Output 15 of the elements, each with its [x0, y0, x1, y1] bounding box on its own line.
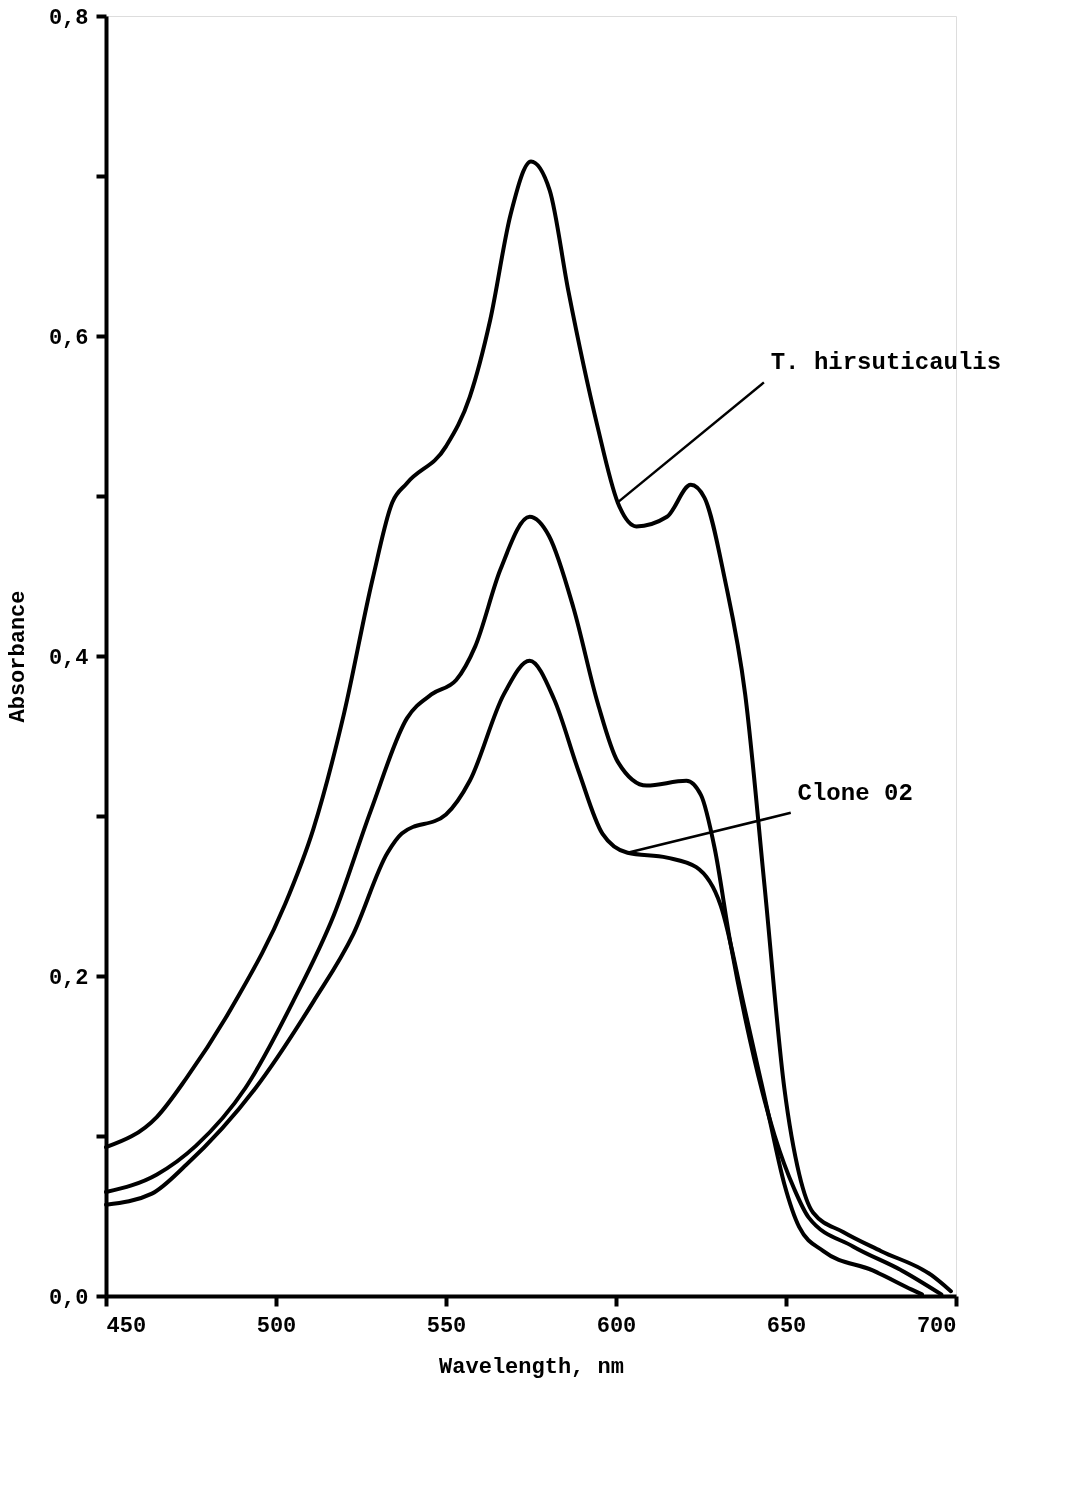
x-tick-label: 500	[256, 1313, 297, 1339]
x-tick-label: 600	[596, 1313, 637, 1339]
annotation: T. hirsuticaulis	[770, 349, 1002, 377]
y-tick-label: 0,8	[48, 5, 89, 31]
y-tick-label: 0,0	[48, 1285, 89, 1311]
annotation: Clone 02	[797, 779, 913, 807]
x-tick-label: 450	[106, 1313, 147, 1339]
y-tick-label: 0,2	[48, 965, 89, 991]
y-tick-label: 0,6	[48, 325, 89, 351]
x-tick-label: 650	[766, 1313, 807, 1339]
x-axis-title: Wavelength, nm	[439, 1354, 624, 1380]
x-tick-label: 550	[426, 1313, 467, 1339]
x-tick-label: 700	[916, 1313, 957, 1339]
y-axis-title: Absorbance	[5, 590, 31, 723]
y-tick-label: 0,4	[48, 645, 89, 671]
